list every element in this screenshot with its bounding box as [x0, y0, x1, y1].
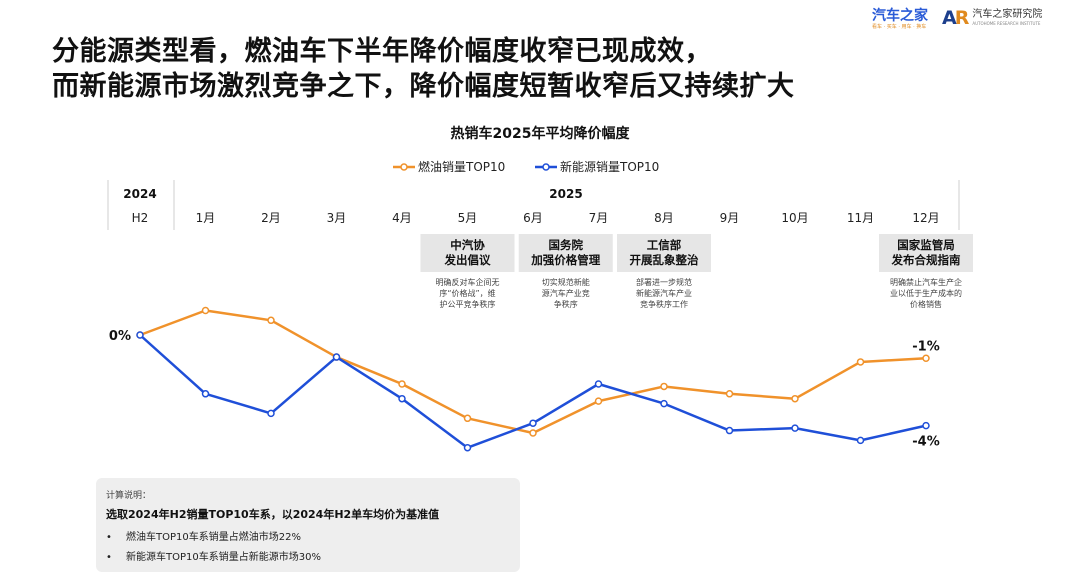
- data-point-s1-6: [529, 419, 537, 427]
- data-point-s0-4: [398, 380, 406, 388]
- callout-box-2: [617, 234, 711, 272]
- institute-logo-mark: AR: [942, 7, 969, 29]
- headline: 分能源类型看，燃油车下半年降价幅度收窄已现成效， 而新能源市场激烈竞争之下，降价…: [52, 34, 795, 104]
- x-tick-label: 8月: [654, 211, 674, 225]
- x-tick-label: 6月: [523, 211, 543, 225]
- institute-logo-en: AUTOHOME RESEARCH INSTITUTE: [972, 21, 1041, 26]
- callout-title: 国家监管局: [897, 238, 955, 252]
- callout-desc: 切实规范新能: [542, 277, 590, 287]
- callout-title: 开展乱象整治: [630, 253, 699, 267]
- data-point-s1-1: [201, 390, 210, 398]
- legend-swatch-marker-1: [542, 163, 550, 171]
- callout-title: 工信部: [647, 238, 682, 252]
- institute-logo-name: 汽车之家研究院: [972, 9, 1043, 20]
- autohome-logo-tagline: 看车 · 买车 · 用车 · 换车: [872, 24, 927, 30]
- data-point-s1-7: [594, 380, 603, 388]
- autohome-logo-name: 汽车之家: [872, 8, 928, 24]
- headline-line-2: 而新能源市场激烈竞争之下，降价幅度短暂收窄后又持续扩大: [52, 71, 795, 102]
- data-point-s1-0: [136, 331, 144, 339]
- callout-desc: 明确禁止汽车生产企: [890, 277, 962, 287]
- x-tick-label: 11月: [847, 211, 874, 225]
- note-main: 选取2024年H2销量TOP10车系，以2024年H2单车均价为基准值: [106, 508, 440, 521]
- note-bullet-fuel: • 燃油车TOP10车系销量占燃油市场22%: [106, 532, 301, 543]
- data-point-s0-11: [856, 358, 865, 366]
- data-point-s0-5: [463, 414, 472, 423]
- data-point-s1-9: [725, 426, 734, 435]
- autohome-logo: 汽车之家 看车 · 买车 · 用车 · 换车: [872, 8, 928, 31]
- data-point-s1-10: [791, 424, 799, 432]
- legend-label-1: 新能源销量TOP10: [560, 159, 659, 174]
- callout-desc: 业以低于生产成本的: [890, 288, 962, 298]
- x-tick-label: H2: [132, 211, 149, 225]
- callout-title: 发出倡议: [444, 253, 491, 267]
- note-label: 计算说明：: [106, 491, 152, 501]
- x-tick-label: 2月: [261, 211, 281, 225]
- data-point-s1-11: [856, 436, 865, 445]
- note-bullet-nev: • 新能源车TOP10车系销量占新能源市场30%: [106, 552, 321, 563]
- callout-desc: 价格销售: [910, 299, 942, 309]
- legend-label-0: 燃油销量TOP10: [418, 159, 505, 174]
- data-point-s0-10: [791, 394, 799, 403]
- callout-desc: 部署进一步规范: [636, 277, 692, 287]
- year-header-2024: 2024: [123, 187, 156, 201]
- data-point-s0-7: [594, 397, 603, 405]
- data-point-s0-6: [529, 429, 537, 437]
- institute-logo: AR 汽车之家研究院 AUTOHOME RESEARCH INSTITUTE: [942, 8, 1042, 28]
- callout-box-0: [420, 234, 515, 272]
- callout-title: 中汽协: [450, 238, 485, 252]
- callout-title: 发布合规指南: [891, 253, 961, 267]
- data-point-s1-3: [332, 353, 341, 361]
- data-point-s0-2: [267, 316, 275, 325]
- callout-desc: 新能源汽车产业: [636, 288, 692, 298]
- data-point-s1-4: [398, 394, 406, 403]
- callout-desc: 源汽车产业竞: [542, 288, 590, 298]
- value-label-2: -4%: [912, 435, 939, 450]
- note-bullets: • 燃油车TOP10车系销量占燃油市场22% • 新能源车TOP10车系销量占新能源…: [106, 528, 321, 568]
- headline-line-1: 分能源类型看，燃油车下半年降价幅度收窄已现成效，: [52, 36, 712, 67]
- callout-desc: 明确反对车企间无: [436, 277, 500, 287]
- x-tick-label: 4月: [392, 211, 412, 225]
- data-point-s0-8: [660, 382, 668, 391]
- year-header-2025: 2025: [549, 187, 582, 201]
- series-line-0: [139, 309, 927, 435]
- data-point-s1-5: [463, 443, 472, 452]
- data-point-s0-1: [201, 306, 210, 315]
- x-tick-label: 3月: [327, 211, 347, 225]
- x-tick-label: 1月: [196, 211, 216, 225]
- x-tick-label: 9月: [720, 211, 740, 225]
- data-point-s0-12: [922, 354, 930, 363]
- x-tick-label: 7月: [589, 211, 609, 225]
- callout-title: 国务院: [549, 238, 584, 252]
- data-point-s1-8: [660, 399, 668, 408]
- callout-box-1: [518, 234, 613, 272]
- legend-swatch-marker-0: [400, 163, 408, 171]
- callout-desc: 序“价格战”，维: [439, 288, 495, 298]
- data-point-s0-9: [725, 390, 734, 398]
- callout-title: 加强价格管理: [530, 253, 600, 267]
- callout-desc: 竞争秩序工作: [640, 299, 688, 309]
- data-point-s1-12: [922, 421, 930, 430]
- callout-desc: 护公平竞争秩序: [440, 299, 496, 309]
- value-label-1: -1%: [912, 339, 939, 354]
- callout-desc: 争秩序: [554, 299, 578, 309]
- value-label-0: 0%: [109, 329, 131, 344]
- x-tick-label: 12月: [912, 211, 939, 225]
- x-tick-label: 5月: [458, 211, 478, 225]
- x-tick-label: 10月: [781, 211, 808, 225]
- data-point-s1-2: [267, 409, 275, 418]
- callout-box-3: [879, 234, 973, 272]
- calculation-note: 计算说明： 选取2024年H2销量TOP10车系，以2024年H2单车均价为基准…: [96, 478, 520, 572]
- chart-title: 热销车2025年平均降价幅度: [451, 125, 631, 142]
